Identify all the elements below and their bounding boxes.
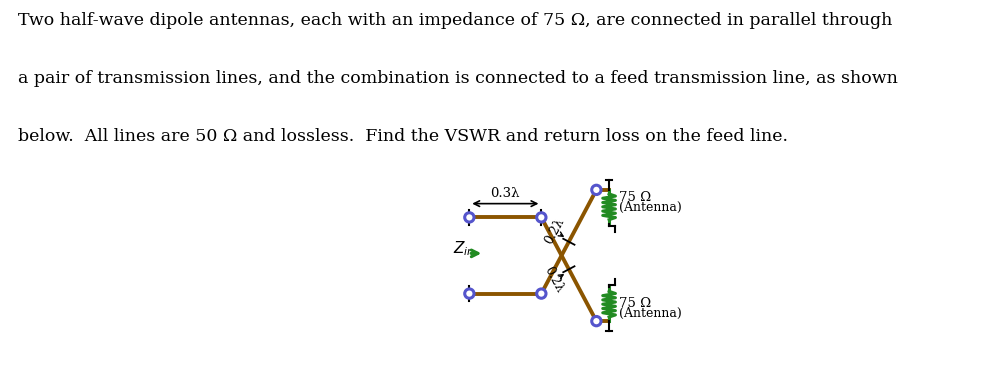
- Circle shape: [537, 289, 546, 298]
- Text: (Antenna): (Antenna): [619, 307, 681, 320]
- Text: Two half-wave dipole antennas, each with an impedance of 75 Ω, are connected in : Two half-wave dipole antennas, each with…: [18, 12, 892, 29]
- Text: 0.2λ: 0.2λ: [542, 216, 566, 246]
- Text: 75 Ω: 75 Ω: [619, 191, 650, 204]
- Text: (Antenna): (Antenna): [619, 201, 681, 214]
- Circle shape: [464, 289, 474, 298]
- Text: below.  All lines are 50 Ω and lossless.  Find the VSWR and return loss on the f: below. All lines are 50 Ω and lossless. …: [18, 128, 788, 146]
- Text: $Z_{in}$: $Z_{in}$: [453, 240, 475, 258]
- Circle shape: [592, 316, 601, 326]
- Text: 75 Ω: 75 Ω: [619, 297, 650, 310]
- Circle shape: [537, 213, 546, 222]
- Text: 0.3λ: 0.3λ: [490, 188, 521, 200]
- Circle shape: [464, 213, 474, 222]
- Text: a pair of transmission lines, and the combination is connected to a feed transmi: a pair of transmission lines, and the co…: [18, 70, 897, 87]
- Text: 0.2λ: 0.2λ: [542, 265, 566, 295]
- Circle shape: [592, 185, 601, 195]
